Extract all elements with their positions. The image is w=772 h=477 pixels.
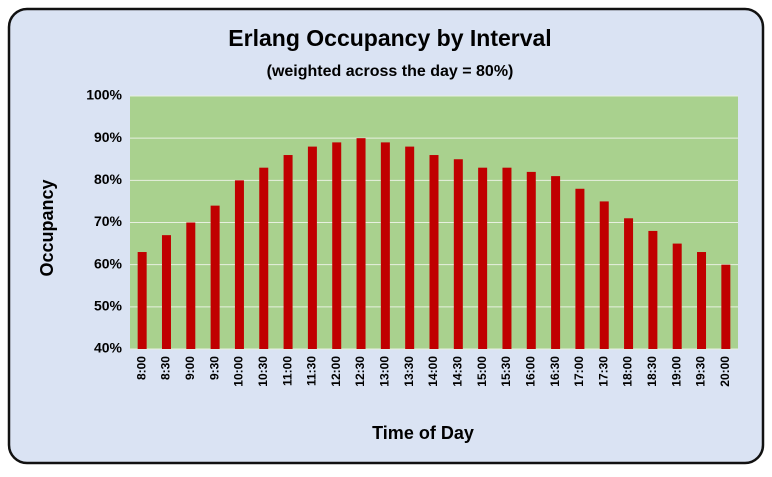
bar: [478, 167, 488, 349]
chart-subtitle: (weighted across the day = 80%): [267, 63, 514, 80]
x-tick-label: 18:30: [645, 356, 659, 387]
bar: [624, 218, 634, 349]
x-tick-label: 18:00: [621, 356, 635, 387]
y-tick-label: 50%: [94, 298, 123, 314]
x-tick-label: 17:00: [572, 356, 586, 387]
x-axis-title: Time of Day: [372, 423, 474, 443]
x-tick-label: 16:00: [523, 356, 537, 387]
x-tick-label: 12:30: [353, 356, 367, 387]
x-tick-label: 14:30: [450, 356, 464, 387]
x-tick-label: 13:00: [378, 356, 392, 387]
y-axis-title: Occupancy: [37, 179, 57, 276]
x-tick-label: 20:00: [718, 356, 732, 387]
bar: [453, 159, 463, 349]
x-tick-label: 13:30: [402, 356, 416, 387]
bar: [405, 146, 415, 349]
x-tick-label: 16:30: [548, 356, 562, 387]
bar: [721, 264, 731, 349]
bar: [551, 176, 561, 349]
x-tick-label: 9:00: [183, 356, 197, 380]
x-tick-label: 17:30: [596, 356, 610, 387]
x-tick-label: 15:30: [499, 356, 513, 387]
y-tick-label: 100%: [86, 87, 122, 103]
chart-title: Erlang Occupancy by Interval: [228, 25, 551, 51]
y-tick-label: 90%: [94, 129, 123, 145]
x-tick-label: 19:00: [669, 356, 683, 387]
bar: [307, 146, 317, 349]
x-tick-label: 15:00: [475, 356, 489, 387]
bar: [672, 243, 682, 349]
bar: [210, 205, 220, 349]
x-tick-label: 11:00: [280, 356, 294, 386]
bar: [429, 155, 439, 349]
y-tick-label: 70%: [94, 213, 123, 229]
bar: [526, 171, 536, 349]
x-tick-label: 14:00: [426, 356, 440, 387]
bar: [697, 252, 707, 349]
bar: [283, 155, 293, 349]
y-tick-label: 40%: [94, 340, 123, 356]
bar: [137, 252, 147, 349]
x-tick-label: 10:00: [232, 356, 246, 387]
x-tick-label: 8:30: [159, 356, 173, 380]
bar: [332, 142, 342, 349]
x-tick-label: 10:30: [256, 356, 270, 387]
bar: [599, 201, 609, 349]
bar: [648, 230, 658, 349]
bar: [161, 235, 171, 349]
bar: [186, 222, 196, 349]
x-tick-label: 9:30: [207, 356, 221, 380]
y-tick-label: 60%: [94, 255, 123, 271]
bar: [356, 138, 366, 349]
bar: [259, 167, 269, 349]
y-tick-label: 80%: [94, 171, 123, 187]
x-tick-label: 11:30: [305, 356, 319, 386]
bar: [502, 167, 512, 349]
bar: [234, 180, 244, 349]
x-tick-label: 19:30: [694, 356, 708, 387]
bar: [380, 142, 390, 349]
bar: [575, 188, 585, 349]
x-tick-label: 12:00: [329, 356, 343, 387]
x-tick-label: 8:00: [134, 356, 148, 380]
